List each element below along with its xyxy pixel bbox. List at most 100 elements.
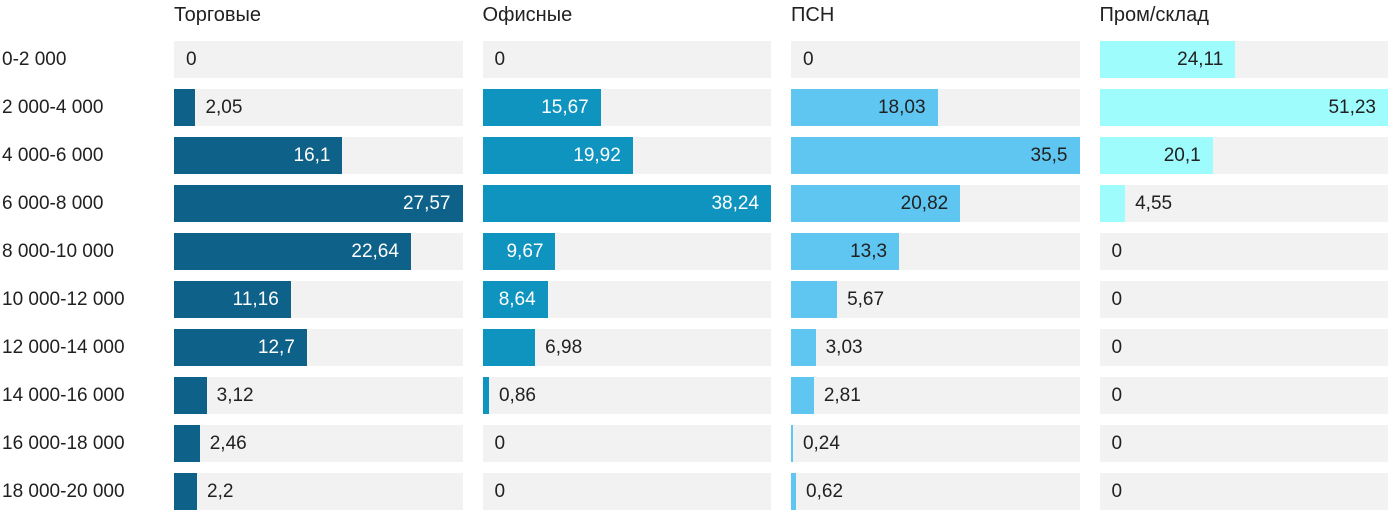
bar-track: 22,64 <box>174 233 463 270</box>
bar-track: 8,64 <box>482 281 771 318</box>
bar-value-label: 2,2 <box>207 480 234 502</box>
bar-track: 5,67 <box>791 281 1080 318</box>
bar-value-label: 19,92 <box>573 144 621 166</box>
bar <box>791 233 900 270</box>
row-label: 10 000-12 000 <box>2 288 125 310</box>
bar-track: 9,67 <box>482 233 771 270</box>
bar-value-label: 27,57 <box>402 192 451 214</box>
row-label: 0-2 000 <box>2 48 67 70</box>
bar <box>791 137 1080 174</box>
bar-value-label: 0 <box>1111 432 1123 454</box>
bar <box>482 329 536 366</box>
bar-track: 16,1 <box>174 137 463 174</box>
bar-track: 51,23 <box>1099 89 1388 126</box>
bar-track: 0 <box>1099 233 1388 270</box>
bar-value-label: 0,62 <box>806 480 844 502</box>
bar-track: 24,11 <box>1099 41 1388 78</box>
bar-value-label: 15,67 <box>541 96 589 118</box>
bar-value-label: 24,11 <box>1177 48 1224 70</box>
bar-value-label: 12,7 <box>257 336 295 358</box>
bar <box>174 281 291 318</box>
row-label: 14 000-16 000 <box>2 384 125 406</box>
bar-track: 6,98 <box>482 329 771 366</box>
bar-track: 15,67 <box>482 89 771 126</box>
bar <box>482 185 771 222</box>
bar-value-label: 0 <box>1111 336 1123 358</box>
bar-track: 20,82 <box>791 185 1080 222</box>
column-header-torgovye: Торговые <box>174 4 262 26</box>
bar-track: 0 <box>174 41 463 78</box>
bar-track: 3,12 <box>174 377 463 414</box>
bar <box>482 137 633 174</box>
row-label: 6 000-8 000 <box>2 192 104 214</box>
bar <box>174 185 463 222</box>
bar-value-label: 13,3 <box>850 240 888 262</box>
bar-value-label: 0 <box>1111 480 1123 502</box>
bar-value-label: 3,12 <box>216 384 254 406</box>
bar-track: 0,86 <box>482 377 771 414</box>
bar <box>482 233 556 270</box>
bar-value-label: 0 <box>186 48 197 70</box>
bar-track: 3,03 <box>791 329 1080 366</box>
bar-value-label: 22,64 <box>351 240 399 262</box>
bar <box>1099 41 1236 78</box>
bar-track: 0 <box>791 41 1080 78</box>
column-header-ofisnye: Офисные <box>482 4 573 26</box>
bar-value-label: 9,67 <box>506 240 544 262</box>
bar <box>791 473 797 510</box>
bar-value-label: 0 <box>1111 384 1123 406</box>
bar <box>174 377 207 414</box>
bar-value-label: 5,67 <box>847 288 885 310</box>
bar-track: 27,57 <box>174 185 463 222</box>
bar-value-label: 11,16 <box>232 288 279 310</box>
bar-track: 2,46 <box>174 425 463 462</box>
bar-track: 0 <box>482 473 771 510</box>
bar-value-label: 2,05 <box>205 96 243 118</box>
bar-value-label: 38,24 <box>711 192 759 214</box>
bar-value-label: 8,64 <box>498 288 536 310</box>
bar-track: 13,3 <box>791 233 1080 270</box>
bar-track: 4,55 <box>1099 185 1388 222</box>
bar-value-label: 6,98 <box>545 336 583 358</box>
bar <box>482 89 601 126</box>
row-label: 4 000-6 000 <box>2 144 104 166</box>
bar-value-label: 20,1 <box>1163 144 1201 166</box>
bar-value-label: 16,1 <box>293 144 331 166</box>
bar-track: 0 <box>1099 329 1388 366</box>
bar-track: 0 <box>1099 281 1388 318</box>
row-label: 18 000-20 000 <box>2 480 125 502</box>
bar-value-label: 0,24 <box>802 432 840 454</box>
column-header-psn: ПСН <box>791 4 835 26</box>
bar-value-label: 35,5 <box>1030 144 1068 166</box>
row-label: 8 000-10 000 <box>2 240 114 262</box>
row-label: 12 000-14 000 <box>2 336 125 358</box>
bar <box>791 377 814 414</box>
bar-value-label: 2,46 <box>209 432 247 454</box>
bar-track: 2,05 <box>174 89 463 126</box>
bar-value-label: 0 <box>803 48 814 70</box>
bar-value-label: 4,55 <box>1135 192 1173 214</box>
bar-value-label: 20,82 <box>900 192 949 214</box>
bar <box>482 281 548 318</box>
bar-value-label: 2,81 <box>823 384 861 406</box>
bar-track: 35,5 <box>791 137 1080 174</box>
bar-track: 2,81 <box>791 377 1080 414</box>
bar-value-label: 0,86 <box>498 384 536 406</box>
bar-value-label: 0 <box>1111 240 1123 262</box>
bar-track: 0,62 <box>791 473 1080 510</box>
bar <box>174 425 200 462</box>
bar-track: 18,03 <box>791 89 1080 126</box>
bar-track: 38,24 <box>482 185 771 222</box>
bar-track: 11,16 <box>174 281 463 318</box>
bar <box>1099 185 1126 222</box>
bar-track: 2,2 <box>174 473 463 510</box>
row-label: 16 000-18 000 <box>2 432 125 454</box>
bar <box>1099 89 1388 126</box>
bar-value-label: 3,03 <box>825 336 863 358</box>
bar <box>174 137 343 174</box>
bar-value-label: 0 <box>494 432 506 454</box>
bar <box>791 89 938 126</box>
row-label: 2 000-4 000 <box>2 96 104 118</box>
bar <box>174 329 307 366</box>
bar-value-label: 0 <box>1111 288 1123 310</box>
